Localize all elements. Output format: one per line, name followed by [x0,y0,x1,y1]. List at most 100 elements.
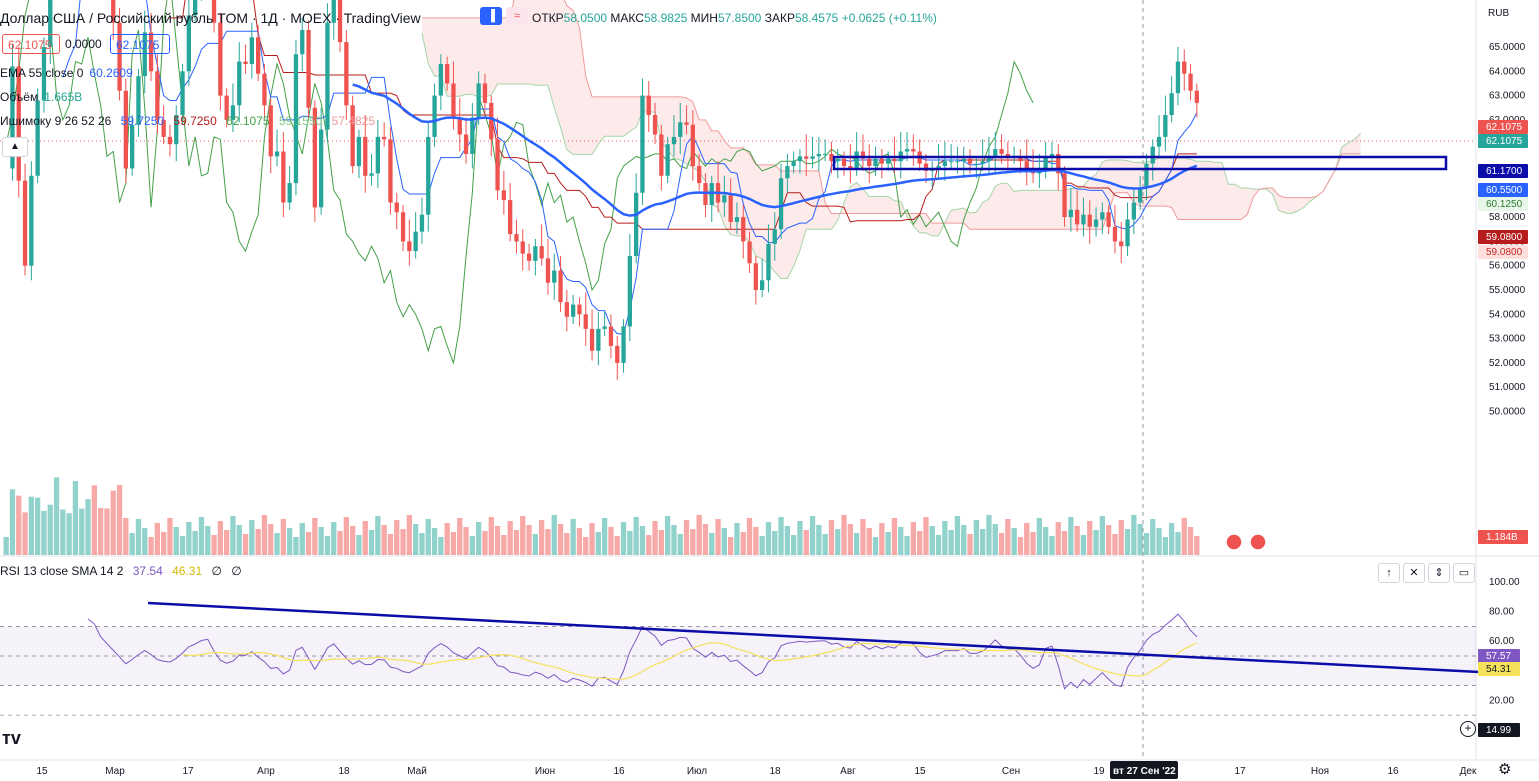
candle-body [1100,212,1105,220]
volume-bar [1187,527,1194,555]
candle-body [457,117,462,135]
volume-bar [589,523,595,555]
volume-bar [898,527,904,555]
candle-body [16,66,21,181]
candle-body [356,136,362,167]
candle-body [369,173,374,176]
candle-body [697,166,702,184]
price-tick-label: 63.0000 [1489,91,1526,102]
volume-bar [992,524,998,555]
candle-body [230,105,236,120]
legend-volume[interactable]: Объём 1.665B [0,90,88,104]
settings-gear-icon[interactable]: ⚙ [1498,761,1512,778]
volume-bar [879,523,885,555]
rsi-label-box [1478,662,1520,676]
volume-bar [280,519,286,555]
volume-bar [60,509,66,555]
time-axis-label: 19 [1093,766,1105,777]
candle-body [451,83,456,118]
volume-bar [1156,528,1162,555]
candle-body [1182,61,1187,74]
candle-body [993,149,998,157]
ichimoku-kijun-line [169,0,1197,230]
volume-bar [268,524,274,555]
volume-bar [1043,527,1049,555]
move-up-icon[interactable]: ↑ [1378,563,1400,583]
rsi-sma-value: 46.31 [172,564,203,578]
price-tick-label: 54.0000 [1489,309,1526,320]
volume-bar [324,536,331,555]
volume-bar [866,528,872,555]
buy-button[interactable]: 62.1075 [110,34,170,54]
candle-body [1106,212,1111,227]
flag-icon[interactable]: ▐ [480,7,502,25]
volume-bar [539,520,545,555]
add-plus-icon[interactable]: + [1460,721,1476,737]
candle-body [501,190,506,201]
time-axis-label: Июн [535,766,555,777]
candle-body [646,95,651,116]
close-pane-icon[interactable]: ✕ [1403,563,1425,583]
volume-bar [633,517,639,555]
collapse-pane-icon[interactable]: ⇕ [1428,563,1450,583]
volume-bar [772,531,778,555]
volume-bar [551,515,557,555]
time-axis-label: 15 [914,766,926,777]
candle-body [1150,146,1155,164]
legend-rsi[interactable]: RSI 13 close SMA 14 2 37.54 46.31 ∅ ∅ [0,564,248,578]
volume-bar [809,516,816,555]
rsi-trendline [147,601,1519,676]
ichimoku-span-a-line [421,32,1361,279]
volume-bar [595,532,601,555]
volume-bar [368,530,375,555]
candle-body [325,22,330,130]
volume-bar [1162,537,1168,555]
volume-bar [967,534,973,555]
candle-body [193,0,198,16]
candle-body [1119,241,1124,247]
rsi-empty-1: ∅ [211,564,222,578]
candle-body [848,166,853,169]
candle-body [224,95,229,120]
sell-button[interactable]: 62.1075 [2,34,60,54]
legend-ema[interactable]: EMA 55 close 0 60.2609 [0,66,139,80]
price-tick-label: 51.0000 [1489,382,1526,393]
legend-ichimoku[interactable]: Ишимоку 9 26 52 26 59.7250 59.7250 62.10… [0,114,381,128]
compare-icon[interactable]: ≈ [506,7,528,25]
candle-body [854,151,859,169]
candle-body [999,149,1004,154]
candle-body [652,115,658,135]
maximize-pane-icon[interactable]: ▭ [1453,563,1475,583]
volume-bar [28,496,34,555]
volume-bar [1175,532,1181,555]
currency-label[interactable]: RUB [1488,8,1510,19]
ichimoku-cloud [421,0,1361,279]
volume-bar [9,489,16,555]
volume-bar [1036,518,1042,555]
candle-body [589,328,595,351]
collapse-legend-button[interactable]: ▲ [2,137,28,157]
spread-value: 0.0000 [65,37,102,51]
price-label-box [1478,230,1528,244]
volume-bar [1099,516,1105,555]
rsi-empty-2: ∅ [231,564,242,578]
volume-bar [381,525,387,555]
candle-body [634,192,639,256]
candle-body [640,95,645,193]
candle-body [1062,173,1067,218]
time-axis-label: 16 [613,766,625,777]
volume-bar [205,526,211,555]
volume-bar [482,531,488,555]
candle-body [382,136,387,140]
volume-bar [362,521,368,555]
drawn-rectangle [832,155,1448,171]
symbol-title[interactable]: Доллар США / Российский рубль TOM · 1Д ·… [0,10,421,26]
volume-bar [929,526,935,555]
volume-bar [85,499,91,555]
candle-body [1175,61,1181,94]
candle-body [1068,209,1073,218]
candle-body [476,83,481,118]
chart-header: Доллар США / Российский рубль TOM · 1Д ·… [0,8,421,28]
economic-event-icon [1225,533,1243,551]
